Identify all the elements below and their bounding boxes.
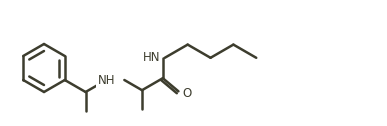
Text: HN: HN xyxy=(143,51,161,64)
Text: NH: NH xyxy=(98,73,115,87)
Text: O: O xyxy=(182,87,192,100)
